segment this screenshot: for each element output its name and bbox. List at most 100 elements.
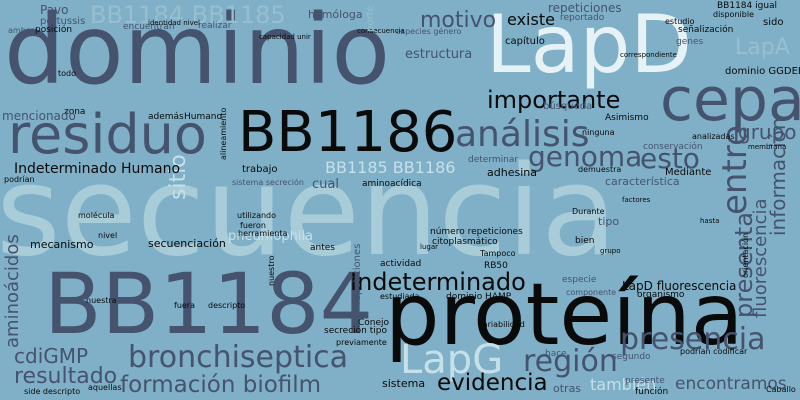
word-region: región (523, 344, 618, 379)
word-bb1184-bb1185: BB1184 BB1185 (90, 1, 286, 29)
word-evidencia: evidencia (437, 370, 548, 396)
word-fueron: fueron (240, 221, 266, 230)
word-genes: genes (676, 37, 704, 47)
word-hasta: factores (622, 196, 651, 204)
word-otras: otras (553, 382, 582, 395)
word-secuencia: secuencia (0, 140, 618, 284)
word-tambien: también (590, 375, 657, 394)
word-formacion-biofilm: formación biofilm (120, 372, 322, 398)
word-bb1184-igual: BB1184 igual (717, 1, 778, 11)
word-citoplasmatica: número repeticiones (430, 227, 523, 237)
word-bien: bien (575, 236, 595, 246)
word-todo: todo (58, 69, 77, 78)
word-ninguna: ninguna (582, 128, 615, 137)
word-descripto: descripto (208, 301, 246, 310)
word-actividad-proteolitica: orientación (741, 232, 750, 278)
word-fuera: fuera (174, 301, 195, 310)
word-porte: porte (365, 5, 376, 32)
word-pavo: Pavo (40, 3, 69, 17)
word-senalizacion: señalización (678, 25, 734, 35)
word-lapg: LapG (400, 337, 504, 383)
word-hace: hace (545, 349, 567, 359)
word-lapd-fluorescencia: LapD fluorescencia (622, 279, 737, 293)
word-factores: lugar (420, 243, 438, 251)
word-especie: especie (562, 275, 597, 285)
word-componente: componente (566, 288, 617, 297)
word-determinar: determinar (468, 155, 519, 165)
word-podrian-codificar: podrían codificar (680, 347, 748, 356)
word-resultado: resultado (14, 364, 118, 389)
word-variabilidad: variabilidad (478, 320, 525, 329)
word-lugar: correspondiente (620, 51, 677, 59)
word-indeterminado: Indeterminado (350, 268, 526, 296)
word-previamente: previamente (336, 338, 387, 347)
word-ademas: además (148, 112, 184, 122)
word-caballo: Caballo (766, 385, 796, 394)
word-nuestro: nuestro (267, 255, 276, 286)
word-conservacion: conservación (643, 142, 703, 152)
word-extremo: estudiada (380, 292, 420, 301)
word-segundo: segundo (612, 352, 651, 362)
word-demuestra: demuestra (578, 165, 622, 174)
word-citoplasmatico: citoplasmático (432, 237, 498, 247)
word-consecuencia: consecuencia (357, 27, 405, 35)
word-tampoco: Tampoco (480, 249, 516, 258)
word-membrana: membrana (748, 143, 787, 151)
word-encontramos: encontramos (675, 374, 787, 394)
word-nivel: nivel (98, 231, 118, 240)
word-presente: presente (625, 376, 665, 386)
word-pneumophila: pneumophila (228, 229, 314, 244)
word-presencia: presencia (620, 322, 766, 357)
word-lapa: LapA (735, 35, 790, 60)
word-motivo: motivo (420, 8, 497, 33)
word-realizar: realizar (198, 21, 232, 31)
word-estudio: estudio (665, 17, 695, 26)
word-posicion: posición (35, 25, 73, 35)
word-sistema: sistema (382, 377, 426, 390)
word-correspondiente: nuestra (86, 296, 117, 305)
word-mencionado: mencionado (2, 109, 76, 123)
word-proteina: proteína (385, 265, 744, 365)
word-especies-genero: especies género (396, 27, 462, 36)
word-aquellas: aquellas (88, 383, 122, 392)
word-analizadas: analizadas (692, 132, 735, 141)
word-secuenciacion: secuenciación (148, 237, 226, 250)
word-esto: esto (640, 142, 700, 175)
word-bronchiseptica: bronchiseptica (128, 340, 349, 375)
word-podrian: podrían (4, 175, 35, 184)
word-herramienta: herramienta (238, 229, 288, 238)
word-bb1184: BB1184 (44, 255, 374, 353)
word-fluorescencia-v: fluorescencia (750, 198, 771, 318)
word-alineamiento: alineamiento (219, 107, 228, 160)
word-mediante: Mediante (665, 167, 712, 178)
word-capitulo: capítulo (505, 36, 545, 47)
word-capacidad-unir: capacidad unir (259, 33, 311, 41)
word-caracteristica: característica (605, 175, 680, 188)
word-residuo: residuo (8, 103, 207, 166)
word-adhesina: adhesina (487, 166, 537, 179)
word-side-descripto: side descripto (24, 387, 81, 396)
word-homologa: homóloga (308, 8, 363, 21)
word-organismo: organismo (637, 290, 685, 300)
word-aminoacidica: aminoacídica (362, 179, 422, 189)
word-debido: hasta (700, 217, 720, 225)
word-pertussis: pertussis (40, 16, 86, 27)
word-molecula: molécula (78, 211, 115, 220)
word-cepa: cepa (660, 65, 800, 135)
word-actividad: actividad (380, 259, 422, 269)
word-numero-repeticiones: repeticiones (352, 243, 363, 305)
word-encuentran: encuentran (123, 22, 175, 32)
word-sido: sido (763, 17, 784, 28)
word-trabajo: trabajo (242, 164, 278, 175)
word-estructura: estructura (405, 47, 473, 62)
word-tipo: tipo (598, 215, 620, 228)
word-existe: existe (507, 10, 555, 29)
word-dominio-ggdef: dominio GGDEF (725, 66, 800, 77)
word-grupo: grupo (738, 120, 797, 144)
word-lapd: LapD (486, 0, 692, 91)
word-cual: cual (312, 177, 339, 192)
word-analisis: análisis (455, 114, 590, 155)
word-humano: Humano (184, 112, 222, 122)
word-indeterminado-humano: Indeterminado Humano (14, 161, 181, 177)
